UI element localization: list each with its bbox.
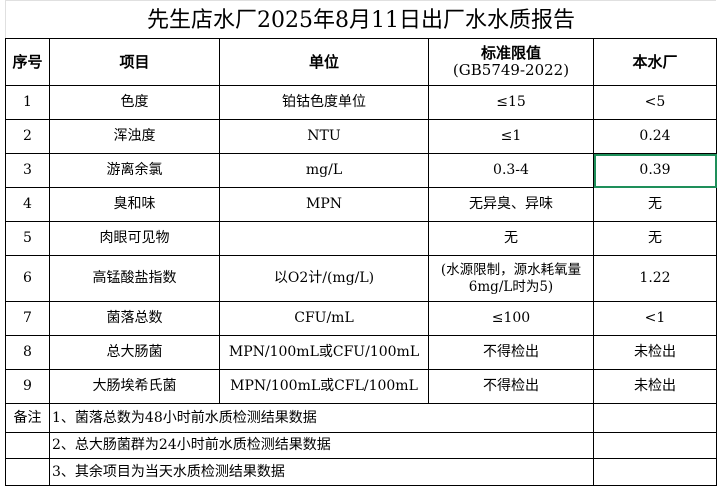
cell-item[interactable]: 高锰酸盐指数 xyxy=(49,255,220,302)
cell-unit[interactable] xyxy=(219,221,429,256)
cell-value[interactable]: 1.22 xyxy=(593,255,717,302)
notes-label-cell[interactable]: 备注 xyxy=(5,403,50,433)
header-standard[interactable]: 标准限值 (GB5749-2022) xyxy=(428,38,594,86)
cell-standard[interactable]: 0.3-4 xyxy=(428,153,594,188)
cell-item[interactable]: 臭和味 xyxy=(49,187,220,222)
cell-standard[interactable]: ≤1 xyxy=(428,119,594,154)
table-row: 5 肉眼可见物 无无 xyxy=(5,221,717,256)
cell-value[interactable]: 无 xyxy=(593,187,717,222)
cell-standard[interactable]: 无异臭、异味 xyxy=(428,187,594,222)
header-unit[interactable]: 单位 xyxy=(219,38,429,86)
notes-label-cell[interactable] xyxy=(5,432,50,459)
cell-value-selected[interactable]: 0.39 xyxy=(593,153,717,188)
note-empty-cell[interactable] xyxy=(593,403,717,433)
cell-no[interactable]: 3 xyxy=(5,153,50,188)
cell-item[interactable]: 浑浊度 xyxy=(49,119,220,154)
header-standard-label: 标准限值 xyxy=(480,44,541,62)
header-plant[interactable]: 本水厂 xyxy=(593,38,717,86)
cell-unit[interactable]: 铂钴色度单位 xyxy=(219,85,429,120)
cell-value[interactable]: 0.24 xyxy=(593,119,717,154)
cell-item[interactable]: 总大肠菌 xyxy=(49,335,220,370)
cell-unit[interactable]: mg/L xyxy=(219,153,429,188)
cell-standard[interactable]: ≤15 xyxy=(428,85,594,120)
note-empty-cell[interactable] xyxy=(593,432,717,459)
header-item[interactable]: 项目 xyxy=(49,38,220,86)
cell-item[interactable]: 大肠埃希氏菌 xyxy=(49,369,220,404)
cell-standard[interactable]: 不得检出 xyxy=(428,369,594,404)
cell-unit[interactable]: MPN/100mL或CFU/100mL xyxy=(219,335,429,370)
table-row: 8 总大肠菌 MPN/100mL或CFU/100mL 不得检出 未检出 xyxy=(5,335,717,370)
header-standard-code: (GB5749-2022) xyxy=(452,61,570,79)
cell-no[interactable]: 2 xyxy=(5,119,50,154)
header-row: 序号 项目 单位 标准限值 (GB5749-2022) 本水厂 xyxy=(5,38,717,86)
cell-no[interactable]: 6 xyxy=(5,255,50,302)
note-text[interactable]: 2、总大肠菌群为24小时前水质检测结果数据 xyxy=(49,432,594,459)
cell-unit[interactable]: CFU/mL xyxy=(219,301,429,336)
cell-no[interactable]: 4 xyxy=(5,187,50,222)
table-row: 3 游离余氯 mg/L 0.3-4 0.39 xyxy=(5,153,717,188)
note-row: 2、总大肠菌群为24小时前水质检测结果数据 xyxy=(5,432,717,459)
cell-standard[interactable]: 不得检出 xyxy=(428,335,594,370)
cell-no[interactable]: 8 xyxy=(5,335,50,370)
cell-item[interactable]: 色度 xyxy=(49,85,220,120)
cell-item[interactable]: 菌落总数 xyxy=(49,301,220,336)
table-row: 2 浑浊度 NTU ≤1 0.24 xyxy=(5,119,717,154)
table-row: 1 色度 铂钴色度单位 ≤15 <5 xyxy=(5,85,717,120)
header-no[interactable]: 序号 xyxy=(5,38,50,86)
notes-label-cell[interactable] xyxy=(5,458,50,486)
report-title: 先生店水厂2025年8月11日出厂水水质报告 xyxy=(5,0,716,38)
cell-no[interactable]: 1 xyxy=(5,85,50,120)
cell-no[interactable]: 7 xyxy=(5,301,50,336)
cell-value[interactable]: 未检出 xyxy=(593,369,717,404)
table-row: 4 臭和味 MPN 无异臭、异味无 xyxy=(5,187,717,222)
cell-no[interactable]: 9 xyxy=(5,369,50,404)
cell-standard[interactable]: ≤100 xyxy=(428,301,594,336)
note-text[interactable]: 3、其余项目为当天水质检测结果数据 xyxy=(49,458,594,486)
cell-value[interactable]: <1 xyxy=(593,301,717,336)
water-quality-table: 序号 项目 单位 标准限值 (GB5749-2022) 本水厂 1 色度 铂钴色度单位… xyxy=(5,38,717,486)
table-row: 7 菌落总数 CFU/mL ≤100 <1 xyxy=(5,301,717,336)
note-text[interactable]: 1、菌落总数为48小时前水质检测结果数据 xyxy=(49,403,594,433)
note-empty-cell[interactable] xyxy=(593,458,717,486)
cell-item[interactable]: 游离余氯 xyxy=(49,153,220,188)
table-row: 6 高锰酸盐指数 以O2计/(mg/L) (水源限制，源水耗氧量6mg/L时为5) 1.… xyxy=(5,255,717,302)
cell-unit[interactable]: NTU xyxy=(219,119,429,154)
cell-unit[interactable]: MPN/100mL或CFL/100mL xyxy=(219,369,429,404)
cell-unit[interactable]: 以O2计/(mg/L) xyxy=(219,255,429,302)
cell-unit[interactable]: MPN xyxy=(219,187,429,222)
table-row: 9 大肠埃希氏菌 MPN/100mL或CFL/100mL 不得检出 未检出 xyxy=(5,369,717,404)
note-row: 3、其余项目为当天水质检测结果数据 xyxy=(5,458,717,486)
cell-value[interactable]: 未检出 xyxy=(593,335,717,370)
cell-standard[interactable]: 无 xyxy=(428,221,594,256)
note-row: 备注 1、菌落总数为48小时前水质检测结果数据 xyxy=(5,403,717,433)
cell-value[interactable]: 无 xyxy=(593,221,717,256)
cell-item[interactable]: 肉眼可见物 xyxy=(49,221,220,256)
cell-value[interactable]: <5 xyxy=(593,85,717,120)
cell-no[interactable]: 5 xyxy=(5,221,50,256)
cell-standard[interactable]: (水源限制，源水耗氧量6mg/L时为5) xyxy=(428,255,594,302)
